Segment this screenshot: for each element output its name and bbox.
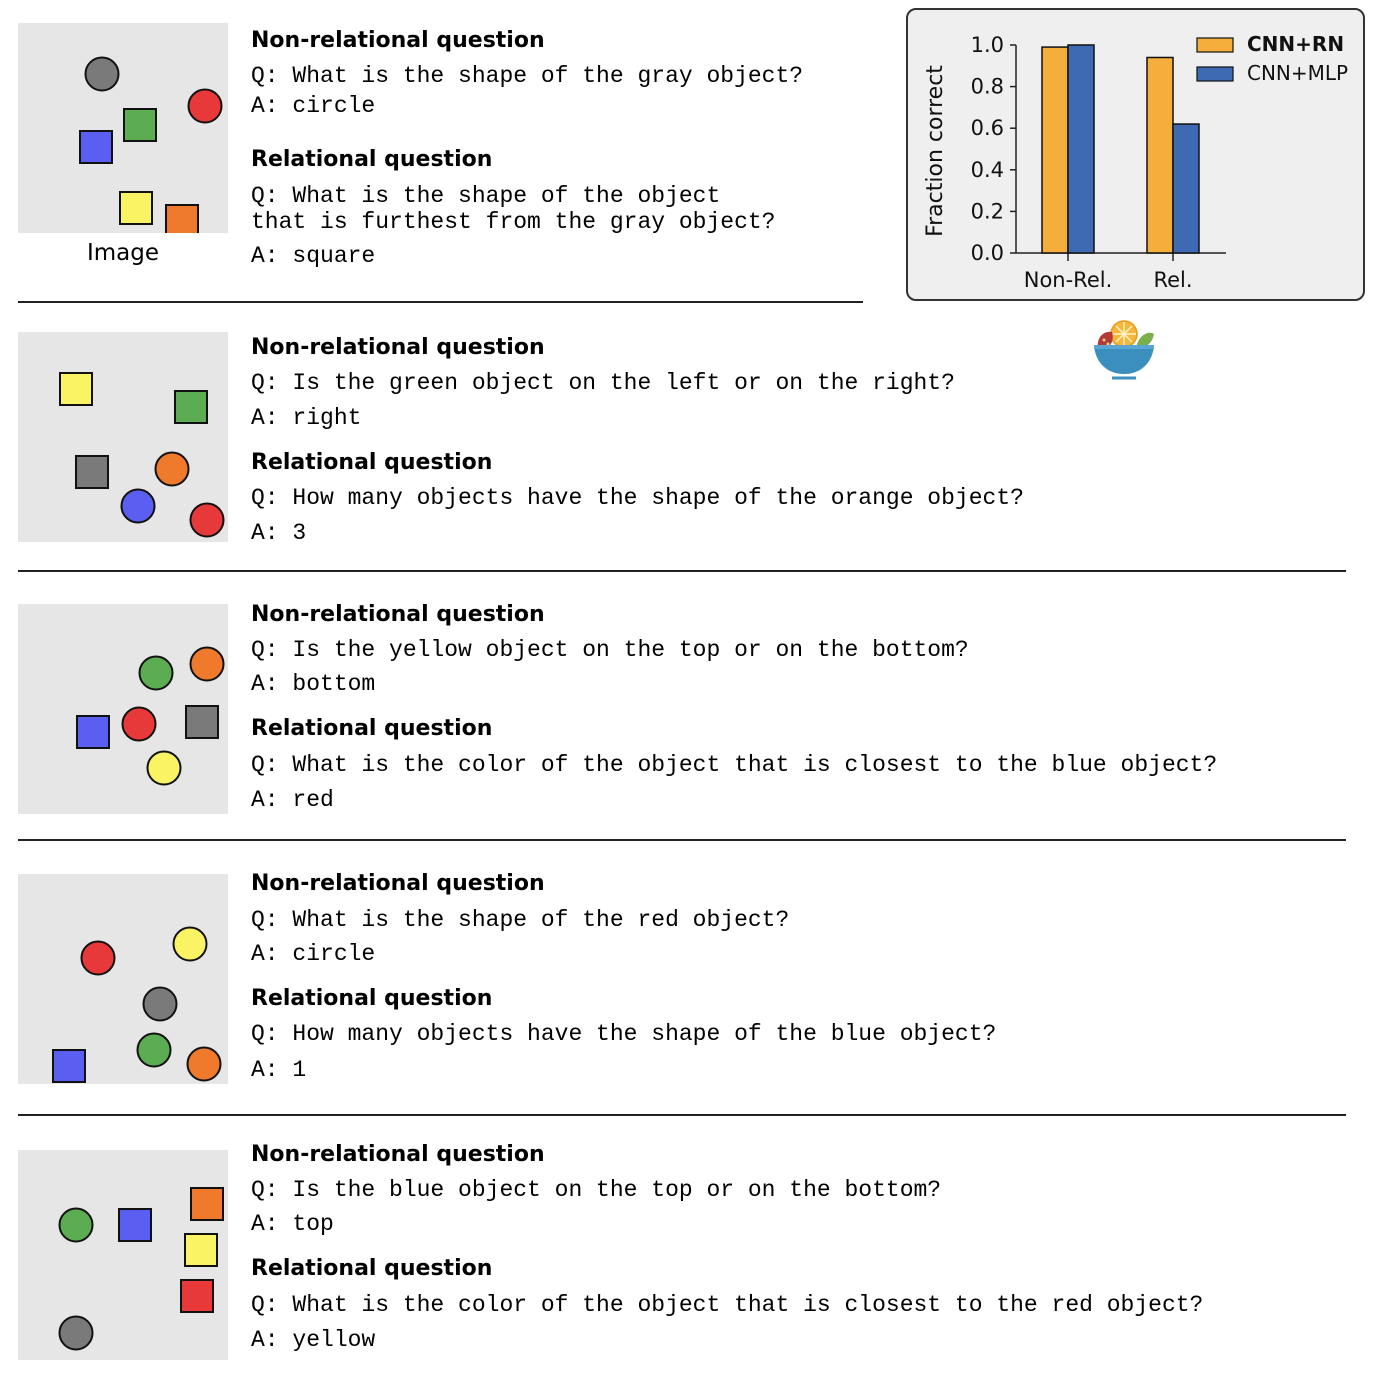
rel-answer: A: square <box>251 243 376 269</box>
orange-square <box>165 204 199 233</box>
y-tick-label: 0.4 <box>971 158 1004 182</box>
blue-square <box>52 1049 86 1083</box>
nonrel-question: Q: Is the green object on the left or on… <box>251 370 955 396</box>
red-square <box>180 1279 214 1313</box>
results-chart: 0.0 0.2 0.4 0.6 0.8 1.0 Fraction correct Non-Re… <box>906 8 1365 301</box>
nonrel-answer: A: circle <box>251 941 376 967</box>
nonrel-question: Q: Is the yellow object on the top or on… <box>251 637 969 663</box>
rel-question: Q: How many objects have the shape of th… <box>251 1021 997 1047</box>
y-axis-label: Fraction correct <box>923 65 948 237</box>
example-5-scene <box>58 1187 224 1351</box>
y-tick-label: 0.8 <box>971 75 1004 99</box>
gray-square <box>75 455 109 489</box>
green-circle <box>138 655 174 691</box>
example-image-3 <box>18 604 228 814</box>
red-circle <box>80 940 116 976</box>
nonrel-heading: Non-relational question <box>251 1142 545 1167</box>
rel-question: Q: What is the color of the object that … <box>251 1292 1204 1318</box>
example-image-4 <box>18 874 228 1084</box>
divider <box>18 839 1346 841</box>
nonrel-heading: Non-relational question <box>251 871 545 896</box>
rel-heading: Relational question <box>251 1256 493 1281</box>
nonrel-heading: Non-relational question <box>251 28 545 53</box>
divider <box>18 301 863 303</box>
image-caption: Image <box>86 240 160 266</box>
rel-answer: A: red <box>251 787 334 813</box>
orange-circle <box>186 1046 222 1082</box>
nonrel-answer: A: bottom <box>251 671 376 697</box>
y-tick-label: 1.0 <box>971 33 1004 57</box>
yellow-circle <box>172 926 208 962</box>
red-circle <box>189 502 225 538</box>
rel-question: Q: How many objects have the shape of th… <box>251 485 1024 511</box>
rel-heading: Relational question <box>251 986 493 1011</box>
y-tick-label: 0.2 <box>971 199 1004 223</box>
yellow-square <box>59 372 93 406</box>
legend-swatch <box>1196 66 1234 82</box>
red-circle <box>187 88 223 124</box>
divider <box>18 1114 1346 1116</box>
divider <box>18 570 1346 572</box>
fruit-bowl-icon <box>1092 318 1156 382</box>
rel-heading: Relational question <box>251 716 493 741</box>
green-circle <box>58 1207 94 1243</box>
nonrel-heading: Non-relational question <box>251 602 545 627</box>
gray-square <box>185 705 219 739</box>
legend-label: CNN+MLP <box>1247 61 1348 85</box>
yellow-square <box>119 191 153 225</box>
example-1-scene <box>79 56 223 233</box>
example-3-scene <box>76 646 225 786</box>
nonrel-question: Q: What is the shape of the gray object? <box>251 63 804 89</box>
gray-circle <box>142 986 178 1022</box>
rel-question: Q: What is the color of the object that … <box>251 752 1218 778</box>
orange-circle <box>189 646 225 682</box>
bar-cnn-mlp-1 <box>1172 123 1200 254</box>
blue-square <box>118 1208 152 1242</box>
bar-cnn-mlp-0 <box>1067 44 1095 254</box>
example-2-scene <box>59 372 225 538</box>
green-square <box>174 390 208 424</box>
green-circle <box>136 1032 172 1068</box>
rel-answer: A: yellow <box>251 1327 376 1353</box>
blue-square <box>76 715 110 749</box>
nonrel-answer: A: right <box>251 405 362 431</box>
rel-question: Q: What is the shape of the object that … <box>251 183 776 235</box>
yellow-square <box>184 1233 218 1267</box>
nonrel-answer: A: circle <box>251 93 376 119</box>
gray-circle <box>58 1315 94 1351</box>
blue-circle <box>120 488 156 524</box>
nonrel-question: Q: Is the blue object on the top or on t… <box>251 1177 942 1203</box>
example-image-1 <box>18 23 228 233</box>
rel-answer: A: 3 <box>251 520 307 546</box>
rel-answer: A: 1 <box>251 1057 307 1083</box>
x-tick-label: Non-Rel. <box>1024 268 1113 292</box>
green-square <box>123 108 157 142</box>
example-image-2 <box>18 332 228 542</box>
orange-square <box>190 1187 224 1221</box>
red-circle <box>121 706 157 742</box>
bar-cnn-rn-1 <box>1146 56 1174 254</box>
bar-cnn-rn-0 <box>1041 46 1069 254</box>
x-tick-label: Rel. <box>1153 268 1192 292</box>
example-4-scene <box>52 926 222 1083</box>
orange-circle <box>154 451 190 487</box>
nonrel-answer: A: top <box>251 1211 334 1237</box>
y-tick-label: 0.6 <box>971 116 1004 140</box>
blue-square <box>79 130 113 164</box>
gray-circle <box>84 56 120 92</box>
rel-heading: Relational question <box>251 450 493 475</box>
nonrel-heading: Non-relational question <box>251 335 545 360</box>
legend-swatch <box>1196 37 1234 53</box>
nonrel-question: Q: What is the shape of the red object? <box>251 907 790 933</box>
bar-chart: 0.0 0.2 0.4 0.6 0.8 1.0 Fraction correct Non-Re… <box>923 32 1348 292</box>
legend-label: CNN+RN <box>1247 32 1344 56</box>
y-tick-label: 0.0 <box>971 241 1004 265</box>
yellow-circle <box>146 750 182 786</box>
rel-heading: Relational question <box>251 147 493 172</box>
example-image-5 <box>18 1150 228 1360</box>
